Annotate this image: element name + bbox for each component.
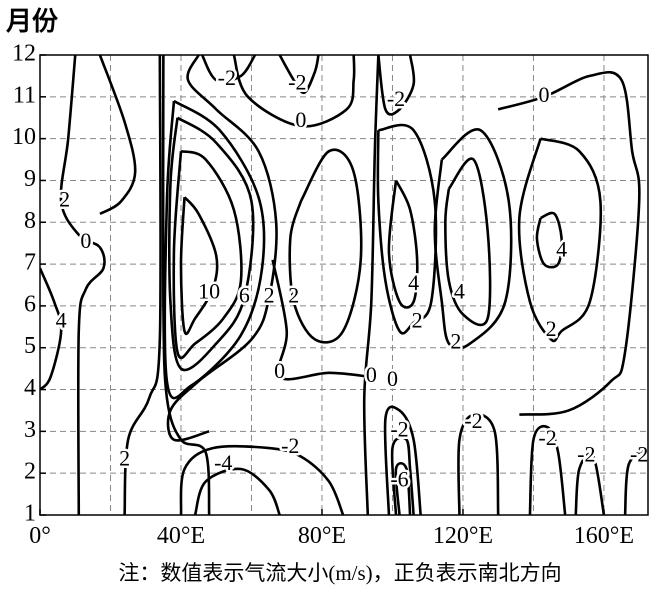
contour-label: 2 <box>264 283 275 308</box>
contour-label: -2 <box>630 442 648 467</box>
contour-label: 6 <box>239 283 250 308</box>
contour-line <box>40 267 63 391</box>
contour-label: 0 <box>274 358 285 383</box>
y-tick-label: 8 <box>24 208 36 234</box>
contour-label: 4 <box>56 308 67 333</box>
contour-line <box>377 55 416 116</box>
y-tick-label: 2 <box>24 459 36 485</box>
contour-line <box>362 55 380 515</box>
contours <box>40 55 648 515</box>
contour-line <box>179 444 345 515</box>
contour-label: -2 <box>218 65 236 90</box>
contour-line <box>288 148 363 344</box>
contour-line <box>179 196 219 336</box>
contour-line <box>383 405 422 515</box>
contour-line <box>193 467 281 515</box>
contour-line <box>376 123 438 335</box>
contour-line <box>123 55 162 515</box>
contour-line <box>166 55 278 442</box>
y-tick-label: 1 <box>24 501 36 527</box>
x-tick-label: 0° <box>29 523 51 549</box>
y-tick-label: 5 <box>24 333 36 359</box>
y-axis-label: 月份 <box>5 7 58 36</box>
contour-label: -2 <box>281 433 299 458</box>
contour-label: -2 <box>577 442 595 467</box>
contour-label: -6 <box>390 467 408 492</box>
contour-label: 4 <box>454 278 465 303</box>
contour-line <box>59 55 106 515</box>
x-tick-label: 80°E <box>298 523 346 549</box>
contour-line <box>394 461 412 515</box>
contour-label: -2 <box>538 425 556 450</box>
contour-label: 0 <box>80 228 91 253</box>
contour-label: -2 <box>464 408 482 433</box>
contour-label: 0 <box>295 107 306 132</box>
contour-label: 10 <box>198 278 220 303</box>
contour-label: 2 <box>450 329 461 354</box>
y-tick-label: 12 <box>12 41 36 67</box>
contour-line <box>444 157 492 327</box>
y-tick-label: 10 <box>12 124 36 150</box>
contour-label: -2 <box>387 86 405 111</box>
y-tick-label: 6 <box>24 291 36 317</box>
x-tick-label: 160°E <box>574 523 634 549</box>
contour-line <box>535 211 564 269</box>
contour-label: 2 <box>59 186 70 211</box>
contour-line <box>98 55 137 216</box>
contour-label: 2 <box>119 446 130 471</box>
contour-line <box>574 452 606 515</box>
contour-line <box>457 412 500 515</box>
y-tick-label: 3 <box>24 417 36 443</box>
contour-line <box>278 55 320 95</box>
contour-label: 2 <box>412 308 423 333</box>
contour-line <box>163 99 266 400</box>
x-tick-label: 120°E <box>433 523 493 549</box>
y-tick-label: 4 <box>24 375 36 401</box>
y-tick-label: 11 <box>13 82 36 108</box>
y-tick-label: 7 <box>24 250 36 276</box>
contour-line <box>387 179 419 309</box>
contour-line <box>390 436 415 515</box>
contour-label: -2 <box>288 69 306 94</box>
contour-line <box>623 447 648 515</box>
contour-line <box>528 424 567 515</box>
contour-line <box>167 116 255 372</box>
contour-line <box>232 55 356 128</box>
contour-label: 4 <box>556 237 567 262</box>
contour-line <box>161 55 211 515</box>
contour-label: -4 <box>214 450 232 475</box>
y-tick-label: 9 <box>24 166 36 192</box>
contour-line <box>172 149 243 360</box>
contour-line <box>497 70 641 416</box>
contour-label: 2 <box>546 316 557 341</box>
contour-label: 0 <box>539 82 550 107</box>
contour-line <box>200 55 257 83</box>
contour-label: -2 <box>390 416 408 441</box>
contour-label: 0 <box>366 362 377 387</box>
x-tick-label: 40°E <box>157 523 205 549</box>
note: 注：数值表示气流大小(m/s)，正负表示南北方向 <box>118 561 561 585</box>
contour-label: 0 <box>387 366 398 391</box>
contour-line <box>271 259 372 381</box>
plot-frame <box>39 54 649 516</box>
contour-line <box>433 128 513 351</box>
contour-line <box>517 137 603 343</box>
contour-label: 4 <box>408 270 419 295</box>
contour-label: 2 <box>288 283 299 308</box>
